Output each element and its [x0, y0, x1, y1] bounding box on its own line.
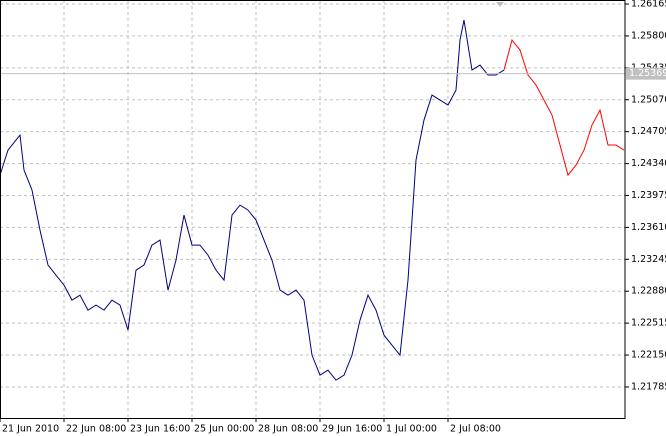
y-tick-label: 1.24340	[631, 158, 666, 169]
y-tick-label: 1.24705	[631, 126, 666, 137]
price-line-series	[0, 19, 505, 381]
price-line-series	[503, 38, 625, 177]
bid-label-box	[626, 67, 666, 80]
x-tick-label: 21 Jun 2010	[2, 424, 59, 435]
y-tick-label: 1.21785	[631, 381, 666, 392]
y-tick-label: 1.25070	[631, 94, 666, 105]
x-tick-label: 28 Jun 08:00	[258, 424, 318, 435]
x-tick-label: 1 Jul 00:00	[386, 424, 437, 435]
x-tick-label: 2 Jul 08:00	[450, 424, 501, 435]
y-tick-label: 1.23245	[631, 254, 666, 265]
y-tick-label: 1.23610	[631, 222, 666, 233]
x-tick-label: 23 Jun 16:00	[130, 424, 190, 435]
y-tick-label: 1.23975	[631, 190, 666, 201]
plot-frame	[0, 0, 626, 419]
x-tick-label: 29 Jun 16:00	[322, 424, 382, 435]
bid-label: 1.25369	[629, 68, 666, 79]
y-tick-label: 1.22150	[631, 350, 666, 361]
x-tick-label: 25 Jun 00:00	[194, 424, 254, 435]
y-tick-label: 1.25800	[631, 30, 666, 41]
x-tick-label: 22 Jun 08:00	[66, 424, 126, 435]
y-tick-label: 1.22515	[631, 318, 666, 329]
y-tick-label: 1.26165	[631, 0, 666, 10]
y-tick-label: 1.22880	[631, 286, 666, 297]
